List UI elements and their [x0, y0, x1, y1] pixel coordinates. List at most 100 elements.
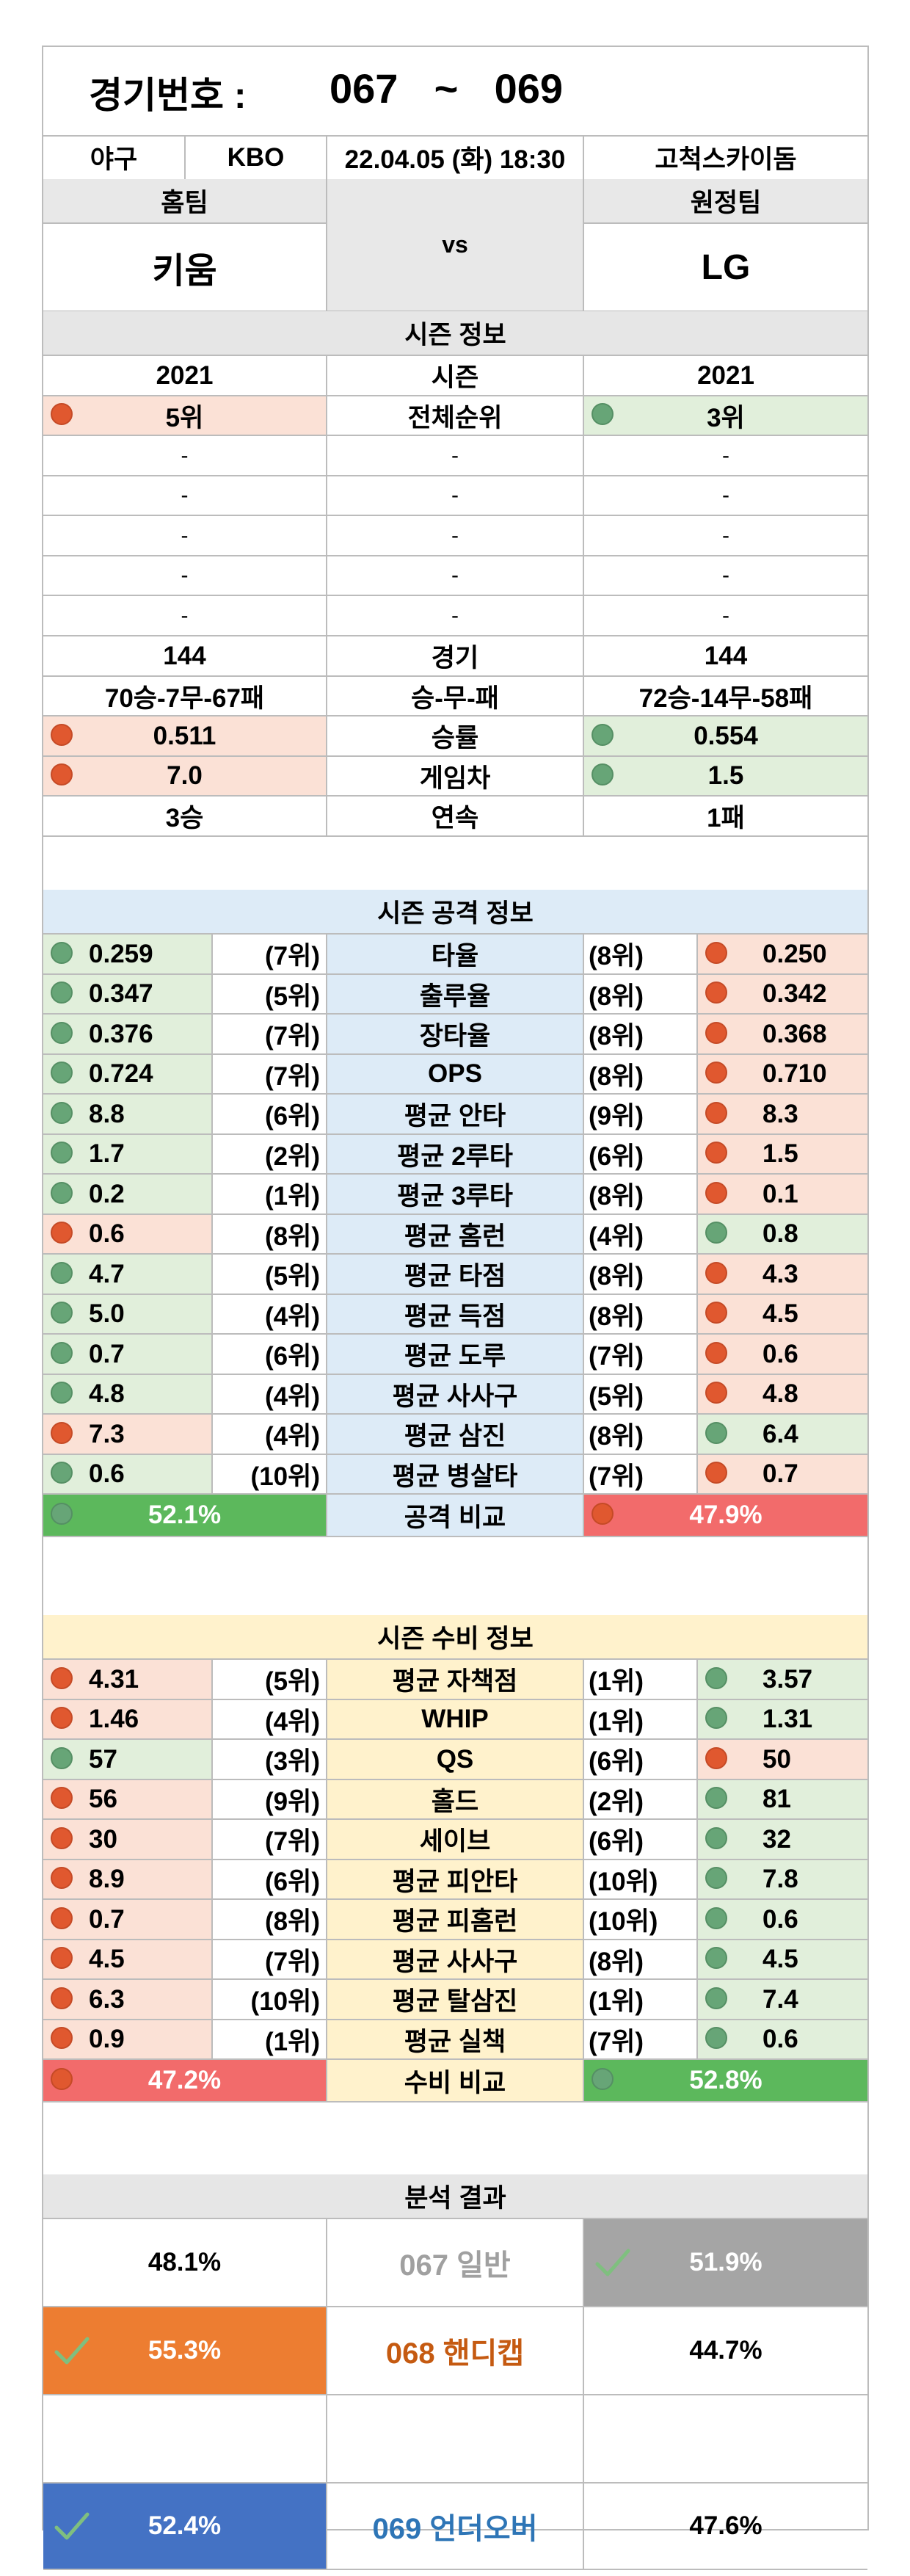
season-row-label: 경기: [326, 635, 584, 677]
offense-stat-row: 5.0 (4위) 평균 득점 (8위) 4.5: [43, 1294, 867, 1335]
analysis-market-label: 언더오버: [429, 2513, 538, 2545]
season-away-value: -: [582, 595, 868, 636]
offense-home-value: 4.7: [43, 1253, 213, 1295]
offense-away-text: 1.5: [762, 1139, 798, 1168]
offense-compare-away-text: 47.9%: [689, 1501, 762, 1529]
season-row-label: 전체순위: [326, 395, 584, 436]
season-home-value: -: [43, 595, 327, 636]
match-number-header: 경기번호 : 067 ~ 069: [43, 47, 867, 137]
offense-away-text: 0.6: [762, 1339, 798, 1368]
season-away-value: -: [582, 435, 868, 476]
offense-stat-row: 1.7 (2위) 평균 2루타 (6위) 1.5: [43, 1133, 867, 1175]
defense-home-value: 6.3: [43, 1978, 213, 2020]
offense-compare-home-text: 52.1%: [148, 1501, 222, 1529]
match-sheet: 경기번호 : 067 ~ 069 야구 KBO 22.04.05 (화) 18:…: [42, 46, 869, 2570]
venue-cell: 고척스카이돔: [583, 135, 867, 181]
defense-home-text: 6.3: [89, 1984, 125, 2014]
offense-stat-row: 7.3 (4위) 평균 삼진 (8위) 6.4: [43, 1413, 867, 1455]
offense-away-value: 0.710: [696, 1053, 867, 1095]
offense-away-text: 0.8: [762, 1219, 798, 1248]
analysis-away-text: 51.9%: [689, 2248, 762, 2276]
defense-stat-label: 평균 피홈런: [326, 1898, 584, 1940]
offense-stat-label: 평균 홈런: [326, 1213, 584, 1255]
red-indicator-icon: [705, 1261, 727, 1284]
season-row: 70승-7무-67패 승-무-패 72승-14무-58패: [43, 675, 868, 716]
offense-home-text: 4.8: [89, 1379, 125, 1408]
offense-stat-row: 0.7 (6위) 평균 도루 (7위) 0.6: [43, 1333, 867, 1375]
analysis-table: 분석 결과 48.1% 067 일반 51.9% 55.3% 068 핸디캡 44.7% 5…: [43, 2174, 868, 2570]
defense-compare-label: 수비 비교: [326, 2058, 584, 2102]
analysis-home-value: [43, 2394, 327, 2484]
green-indicator-icon: [705, 1906, 727, 1929]
defense-home-rank: (6위): [211, 1859, 327, 1900]
defense-home-value: 57: [43, 1738, 213, 1780]
offense-away-text: 4.8: [762, 1379, 798, 1408]
offense-home-value: 0.7: [43, 1333, 213, 1375]
offense-away-value: 0.8: [696, 1213, 867, 1255]
season-home-text: -: [181, 443, 189, 468]
season-away-value: -: [582, 475, 868, 516]
offense-home-value: 0.259: [43, 933, 213, 975]
defense-home-text: 56: [89, 1785, 117, 1813]
green-indicator-icon: [705, 1421, 727, 1444]
defense-away-value: 1.31: [696, 1699, 867, 1740]
defense-stat-label: 평균 피안타: [326, 1859, 584, 1900]
offense-stat-label: 평균 타점: [326, 1253, 584, 1295]
defense-stat-row: 4.31 (5위) 평균 자책점 (1위) 3.57: [43, 1658, 867, 1700]
season-info-title: 시즌 정보: [43, 311, 868, 356]
offense-home-value: 7.3: [43, 1413, 213, 1455]
offense-home-rank: (5위): [211, 973, 327, 1015]
defense-home-rank: (5위): [211, 1658, 327, 1700]
offense-compare-row: 52.1% 공격 비교 47.9%: [43, 1493, 867, 1537]
analysis-away-text: 44.7%: [689, 2336, 762, 2365]
analysis-home-value: 55.3%: [43, 2306, 327, 2395]
green-indicator-icon: [51, 941, 73, 964]
offense-away-value: 4.5: [696, 1294, 867, 1335]
season-home-value: 3승: [43, 795, 327, 837]
offense-stat-row: 0.376 (7위) 장타율 (8위) 0.368: [43, 1013, 867, 1055]
green-indicator-icon: [705, 2027, 727, 2049]
analysis-market: [326, 2394, 584, 2484]
defense-away-value: 0.6: [696, 1898, 867, 1940]
offense-home-text: 0.2: [89, 1179, 125, 1208]
red-indicator-icon: [51, 763, 73, 786]
season-home-value: -: [43, 435, 327, 476]
green-indicator-icon: [705, 1826, 727, 1849]
green-indicator-icon: [705, 1666, 727, 1689]
defense-away-value: 7.8: [696, 1859, 867, 1900]
analysis-market-space: [421, 2513, 429, 2545]
defense-home-text: 57: [89, 1744, 117, 1774]
defense-home-value: 0.9: [43, 2019, 213, 2060]
defense-away-value: 3.57: [696, 1658, 867, 1700]
offense-away-rank: (8위): [583, 973, 698, 1015]
red-indicator-icon: [705, 1746, 727, 1769]
offense-stat-row: 0.6 (8위) 평균 홈런 (4위) 0.8: [43, 1213, 867, 1255]
season-away-value: 1.5: [582, 755, 868, 797]
season-away-value: 1패: [582, 795, 868, 837]
offense-stat-row: 0.2 (1위) 평균 3루타 (8위) 0.1: [43, 1173, 867, 1215]
offense-stat-row: 4.8 (4위) 평균 사사구 (5위) 4.8: [43, 1374, 867, 1415]
offense-home-text: 0.6: [89, 1219, 125, 1248]
offense-home-value: 0.724: [43, 1053, 213, 1095]
offense-stat-label: 출루율: [326, 973, 584, 1015]
defense-away-rank: (6위): [583, 1738, 698, 1780]
season-home-text: -: [181, 563, 189, 587]
offense-home-text: 0.259: [89, 939, 153, 968]
green-indicator-icon: [51, 1261, 73, 1284]
offense-stat-label: 평균 3루타: [326, 1173, 584, 1215]
defense-away-value: 50: [696, 1738, 867, 1780]
season-away-value: 3위: [582, 395, 868, 436]
offense-stat-label: 장타율: [326, 1013, 584, 1055]
season-home-value: 144: [43, 635, 327, 677]
season-home-value: 5위: [43, 395, 327, 436]
offense-stat-label: 평균 도루: [326, 1333, 584, 1375]
analysis-home-text: 52.4%: [148, 2511, 222, 2540]
red-indicator-icon: [705, 1062, 727, 1084]
offense-home-text: 8.8: [89, 1099, 125, 1128]
analysis-away-value: 51.9%: [582, 2218, 868, 2307]
defense-away-text: 7.8: [762, 1865, 798, 1893]
defense-home-value: 8.9: [43, 1859, 213, 1900]
offense-home-text: 0.376: [89, 1019, 153, 1048]
analysis-market: 067 일반: [326, 2218, 584, 2307]
defense-compare-home: 47.2%: [43, 2058, 327, 2102]
